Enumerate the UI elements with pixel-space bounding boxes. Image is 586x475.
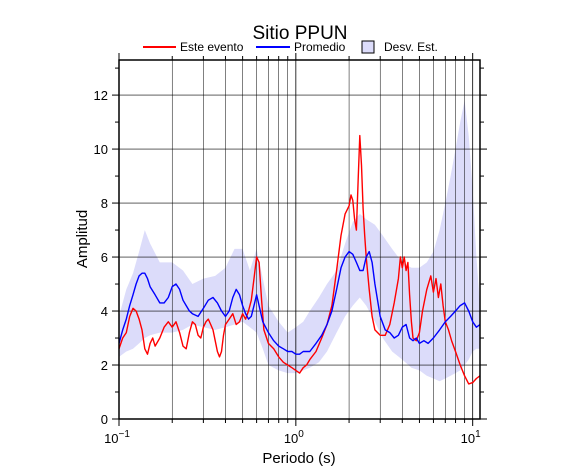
y-axis-label: Amplitud bbox=[74, 210, 91, 268]
legend-label-promedio: Promedio bbox=[294, 40, 346, 54]
plot-frame bbox=[112, 53, 487, 426]
legend-label-este-evento: Este evento bbox=[180, 40, 244, 54]
grid-layer bbox=[118, 60, 480, 420]
x-tick-label: 101 bbox=[461, 429, 481, 446]
y-tick-label: 6 bbox=[101, 250, 108, 265]
series-layer bbox=[119, 134, 480, 385]
y-tick-label: 10 bbox=[94, 142, 108, 157]
x-tick-label: 10−1 bbox=[104, 429, 130, 446]
legend-swatch-desv-est bbox=[361, 40, 375, 54]
series-line-este-evento bbox=[119, 134, 480, 385]
x-tick-label: 100 bbox=[284, 429, 304, 446]
y-tick-label: 2 bbox=[101, 358, 108, 373]
y-tick-label: 8 bbox=[101, 196, 108, 211]
y-tick-label: 4 bbox=[101, 304, 108, 319]
std-dev-band-layer bbox=[119, 100, 480, 382]
y-tick-label: 0 bbox=[101, 412, 108, 427]
plot-border bbox=[118, 59, 481, 420]
x-tick-labels: 10−1 100 101 bbox=[104, 429, 481, 446]
std-dev-band bbox=[119, 100, 480, 382]
legend-label-desv-est: Desv. Est. bbox=[384, 40, 438, 54]
legend: Este evento Promedio Desv. Est. bbox=[143, 40, 438, 54]
x-axis-label: Periodo (s) bbox=[262, 450, 335, 467]
y-tick-labels: 0 2 4 6 8 10 12 bbox=[94, 88, 108, 427]
chart-title: Sitio PPUN bbox=[252, 23, 347, 44]
y-tick-label: 12 bbox=[94, 88, 108, 103]
series-line-promedio bbox=[119, 250, 480, 355]
